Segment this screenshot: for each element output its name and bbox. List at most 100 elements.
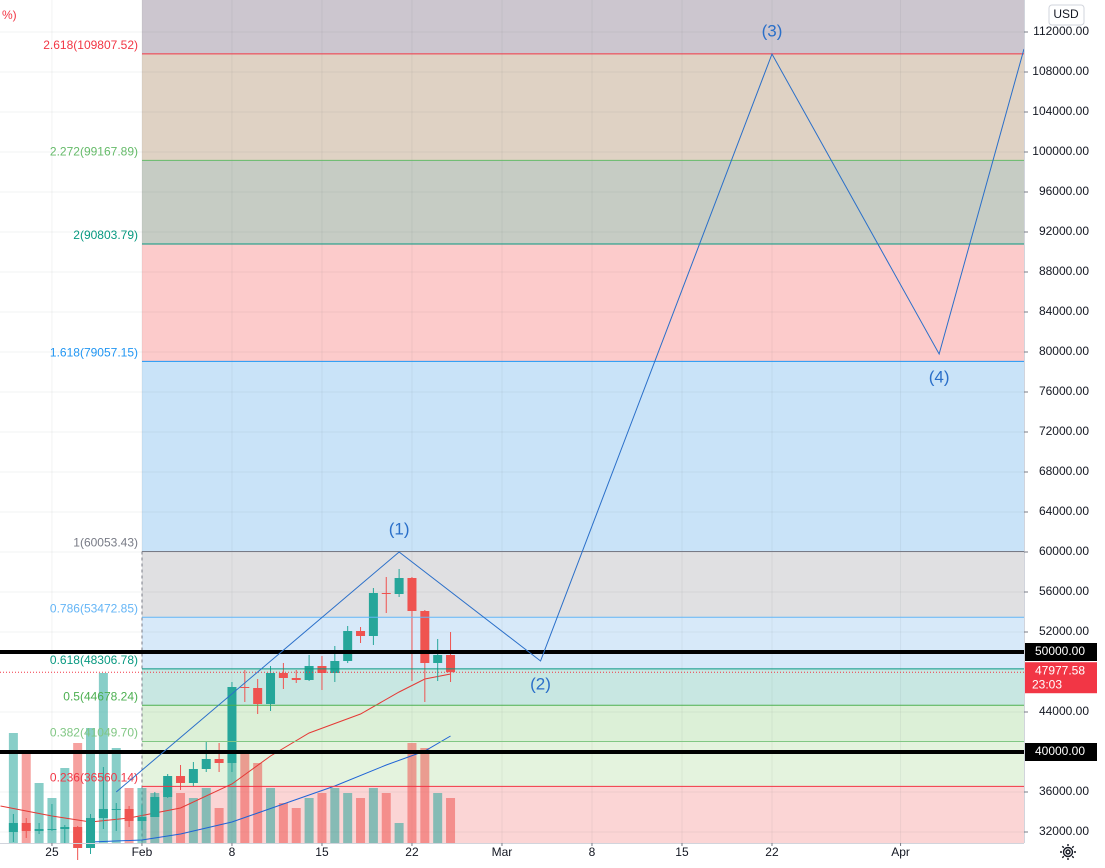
volume-bar: [291, 808, 301, 843]
candle-body: [356, 631, 366, 636]
candle-body: [214, 759, 224, 763]
volume-bar: [188, 798, 198, 843]
wave-label: (3): [762, 21, 783, 40]
y-tick-label: 112000.00: [1033, 24, 1089, 38]
fib-label: 2.618(109807.52): [43, 38, 138, 52]
volume-bar: [8, 733, 18, 843]
y-tick-label: 100000.00: [1032, 144, 1089, 158]
x-tick-label: 22: [765, 845, 779, 859]
countdown: 23:03: [1032, 677, 1062, 691]
candle-body: [317, 666, 327, 673]
candle-body: [8, 823, 18, 832]
y-tick-label: 32000.00: [1039, 824, 1089, 838]
volume-bar: [420, 748, 430, 843]
currency: USD: [1053, 7, 1079, 21]
fib-band: [142, 160, 1024, 244]
y-tick-label: 36000.00: [1039, 784, 1089, 798]
candle-body: [60, 827, 70, 829]
y-tick-label: 96000.00: [1039, 184, 1089, 198]
volume-bar: [240, 753, 250, 843]
fib-band: [142, 617, 1024, 669]
last-price-label: 47977.58: [1035, 663, 1085, 677]
fib-label: 0.618(48306.78): [50, 653, 138, 667]
candle-body: [73, 827, 83, 848]
price-tag: [1025, 643, 1097, 661]
candle-body: [394, 578, 404, 594]
fib-band: [142, 243, 1024, 362]
currency-box[interactable]: [1048, 4, 1085, 26]
volume-bar: [86, 728, 96, 843]
volume-bar: [304, 798, 314, 843]
x-tick-label: 8: [589, 845, 596, 859]
volume-bar: [356, 798, 366, 843]
volume-bar: [343, 793, 353, 843]
price-tag-label: 50000.00: [1035, 644, 1085, 658]
volume-bar: [111, 748, 121, 843]
candle-body: [266, 673, 276, 704]
y-tick-label: 60000.00: [1039, 544, 1089, 558]
volume-bar: [150, 793, 160, 843]
settings-icon[interactable]: [1060, 844, 1076, 860]
volume-bar: [253, 763, 263, 843]
candle-body: [291, 678, 301, 680]
x-tick-label: 15: [675, 845, 689, 859]
volume-bar: [201, 788, 211, 843]
candle-body: [124, 809, 134, 821]
y-tick-label: 84000.00: [1039, 304, 1089, 318]
volume-bar: [381, 793, 391, 843]
wave-label: (1): [389, 519, 410, 538]
x-tick-label: Feb: [132, 845, 153, 859]
fib-band: [142, 705, 1024, 742]
volume-bar: [163, 783, 173, 843]
wave-label: (2): [530, 674, 551, 693]
fib-label: 0.5(44678.24): [63, 689, 138, 703]
volume-bar: [394, 823, 404, 843]
wave-label: (4): [929, 367, 950, 386]
x-tick-label: 25: [45, 845, 59, 859]
y-tick-label: 72000.00: [1039, 424, 1089, 438]
volume-bar: [446, 798, 456, 843]
x-tick-label: 22: [405, 845, 419, 859]
moving-average: [90, 735, 451, 843]
candle-body: [21, 823, 31, 831]
price-tag-label: 40000.00: [1035, 744, 1085, 758]
y-tick-label: 104000.00: [1032, 104, 1089, 118]
candle-body: [111, 809, 121, 810]
fib-label: 2(90803.79): [73, 228, 138, 242]
candle-body: [240, 687, 250, 688]
price-tag: [1025, 743, 1097, 761]
candle-body: [420, 611, 430, 663]
volume-bar: [368, 788, 378, 843]
y-tick-label: 108000.00: [1032, 64, 1089, 78]
fib-band: [142, 53, 1024, 161]
last-price-tag: [1025, 662, 1097, 694]
volume-bar: [176, 793, 186, 843]
volume-bar: [60, 768, 70, 843]
candle-body: [330, 661, 340, 673]
y-tick-label: 76000.00: [1039, 384, 1089, 398]
y-tick-label: 88000.00: [1039, 264, 1089, 278]
candle-body: [201, 759, 211, 769]
price-axis: [1024, 0, 1105, 863]
volume-bar: [266, 788, 276, 843]
candle-body: [34, 829, 44, 831]
candle-body: [227, 687, 237, 763]
candle-body: [188, 769, 198, 783]
y-tick-label: 80000.00: [1039, 344, 1089, 358]
candle-body: [98, 809, 108, 818]
moving-average: [0, 673, 451, 823]
x-tick-label: Apr: [891, 845, 910, 859]
candle-body: [343, 631, 353, 661]
candle-body: [253, 688, 263, 704]
volume-bar: [227, 753, 237, 843]
fib-label: 0.236(36560.14): [50, 771, 138, 785]
fib-band: [142, 361, 1024, 552]
candle-body: [407, 578, 417, 611]
fib-label: 0.382(41049.70): [50, 726, 138, 740]
fib-band: [142, 0, 1024, 54]
volume-bar: [278, 803, 288, 843]
candle-body: [381, 593, 391, 594]
candle-body: [368, 593, 378, 636]
